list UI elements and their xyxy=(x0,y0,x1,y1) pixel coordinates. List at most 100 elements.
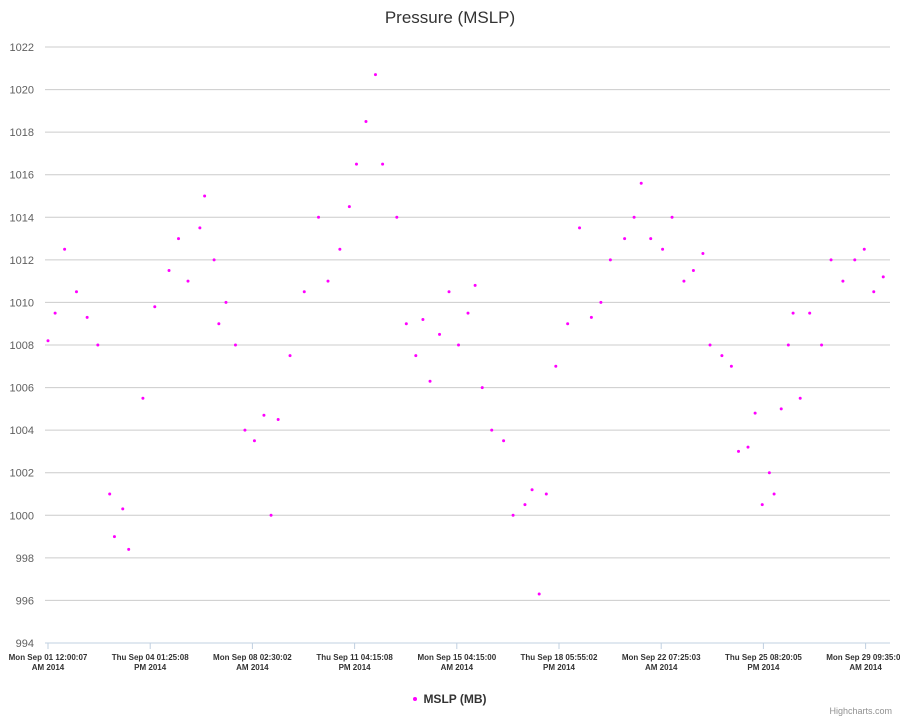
data-point[interactable] xyxy=(490,428,494,432)
data-point[interactable] xyxy=(661,247,665,251)
data-point[interactable] xyxy=(746,445,750,449)
credits-link[interactable]: Highcharts.com xyxy=(829,706,892,716)
data-point[interactable] xyxy=(853,258,857,262)
data-point[interactable] xyxy=(523,503,527,507)
data-point[interactable] xyxy=(786,343,790,347)
data-point[interactable] xyxy=(381,162,385,166)
x-tick-label: Thu Sep 18 05:55:02 xyxy=(521,653,598,662)
data-point[interactable] xyxy=(872,290,876,294)
data-point[interactable] xyxy=(269,513,273,517)
data-point[interactable] xyxy=(153,305,157,309)
legend-item-mslp[interactable]: MSLP (MB) xyxy=(413,692,487,706)
data-point[interactable] xyxy=(186,279,190,283)
data-point[interactable] xyxy=(438,332,442,336)
data-point[interactable] xyxy=(96,343,100,347)
data-point[interactable] xyxy=(608,258,612,262)
data-point[interactable] xyxy=(537,592,541,596)
data-point[interactable] xyxy=(85,315,89,319)
data-point[interactable] xyxy=(820,343,824,347)
data-point[interactable] xyxy=(639,181,643,185)
data-point[interactable] xyxy=(682,279,686,283)
data-point[interactable] xyxy=(112,535,116,539)
data-point[interactable] xyxy=(701,251,705,255)
data-point[interactable] xyxy=(808,311,812,315)
data-point[interactable] xyxy=(862,247,866,251)
data-point[interactable] xyxy=(670,215,674,219)
data-point[interactable] xyxy=(729,364,733,368)
data-point[interactable] xyxy=(511,513,515,517)
data-point[interactable] xyxy=(141,396,145,400)
data-point[interactable] xyxy=(554,364,558,368)
data-point[interactable] xyxy=(421,317,425,321)
x-tick-label: Mon Sep 08 02:30:02 xyxy=(213,653,292,662)
grid-lines xyxy=(45,46,890,644)
data-point[interactable] xyxy=(212,258,216,262)
data-point[interactable] xyxy=(589,315,593,319)
data-point[interactable] xyxy=(373,73,377,77)
data-point[interactable] xyxy=(108,492,112,496)
data-point[interactable] xyxy=(632,215,636,219)
data-point[interactable] xyxy=(767,471,771,475)
data-point[interactable] xyxy=(457,343,461,347)
data-point[interactable] xyxy=(599,300,603,304)
data-point[interactable] xyxy=(791,311,795,315)
data-point[interactable] xyxy=(502,439,506,443)
data-point[interactable] xyxy=(46,339,50,343)
data-point[interactable] xyxy=(252,439,256,443)
data-point[interactable] xyxy=(167,269,171,272)
data-point[interactable] xyxy=(566,322,570,326)
data-point[interactable] xyxy=(233,343,237,347)
data-point[interactable] xyxy=(347,205,351,209)
data-point[interactable] xyxy=(354,162,358,166)
y-axis: 994 996 998 1000 1002 1004 1006 1008 1010 1012 101… xyxy=(10,42,34,650)
data-point[interactable] xyxy=(623,237,627,241)
data-point[interactable] xyxy=(473,283,477,287)
data-point[interactable] xyxy=(691,269,695,272)
data-point[interactable] xyxy=(414,354,418,358)
data-point[interactable] xyxy=(760,503,764,507)
data-point[interactable] xyxy=(428,379,432,383)
y-tick-label: 1004 xyxy=(10,425,34,437)
data-point[interactable] xyxy=(63,247,67,251)
data-point[interactable] xyxy=(326,279,330,283)
data-point[interactable] xyxy=(302,290,306,294)
data-point[interactable] xyxy=(262,413,266,417)
data-point[interactable] xyxy=(121,507,125,511)
data-point[interactable] xyxy=(720,354,724,358)
data-point[interactable] xyxy=(779,407,783,411)
data-point[interactable] xyxy=(364,120,368,123)
data-point[interactable] xyxy=(753,411,757,415)
data-point[interactable] xyxy=(243,428,247,432)
data-point[interactable] xyxy=(276,418,280,421)
data-point[interactable] xyxy=(317,215,321,219)
data-point[interactable] xyxy=(841,279,845,283)
data-point[interactable] xyxy=(395,215,399,219)
data-point[interactable] xyxy=(217,322,221,326)
data-point[interactable] xyxy=(649,237,653,241)
data-point[interactable] xyxy=(708,343,712,347)
data-point[interactable] xyxy=(798,396,802,400)
data-point[interactable] xyxy=(447,290,451,294)
data-point[interactable] xyxy=(530,488,534,492)
data-point[interactable] xyxy=(404,322,408,326)
data-point[interactable] xyxy=(881,275,885,279)
data-point[interactable] xyxy=(544,492,548,496)
data-point[interactable] xyxy=(480,386,484,390)
data-point[interactable] xyxy=(198,226,202,230)
data-point[interactable] xyxy=(578,226,582,230)
data-point[interactable] xyxy=(224,300,228,304)
data-point[interactable] xyxy=(772,492,776,496)
data-point[interactable] xyxy=(737,449,741,453)
data-point[interactable] xyxy=(466,311,470,315)
x-tick-label: AM 2014 xyxy=(645,663,678,672)
series-mslp[interactable] xyxy=(46,73,885,596)
data-point[interactable] xyxy=(338,247,342,251)
data-point[interactable] xyxy=(829,258,833,262)
data-point[interactable] xyxy=(53,311,57,315)
data-point[interactable] xyxy=(288,354,292,358)
data-point[interactable] xyxy=(127,547,131,551)
data-point[interactable] xyxy=(203,194,207,198)
data-point[interactable] xyxy=(74,290,78,294)
data-point[interactable] xyxy=(177,237,181,241)
